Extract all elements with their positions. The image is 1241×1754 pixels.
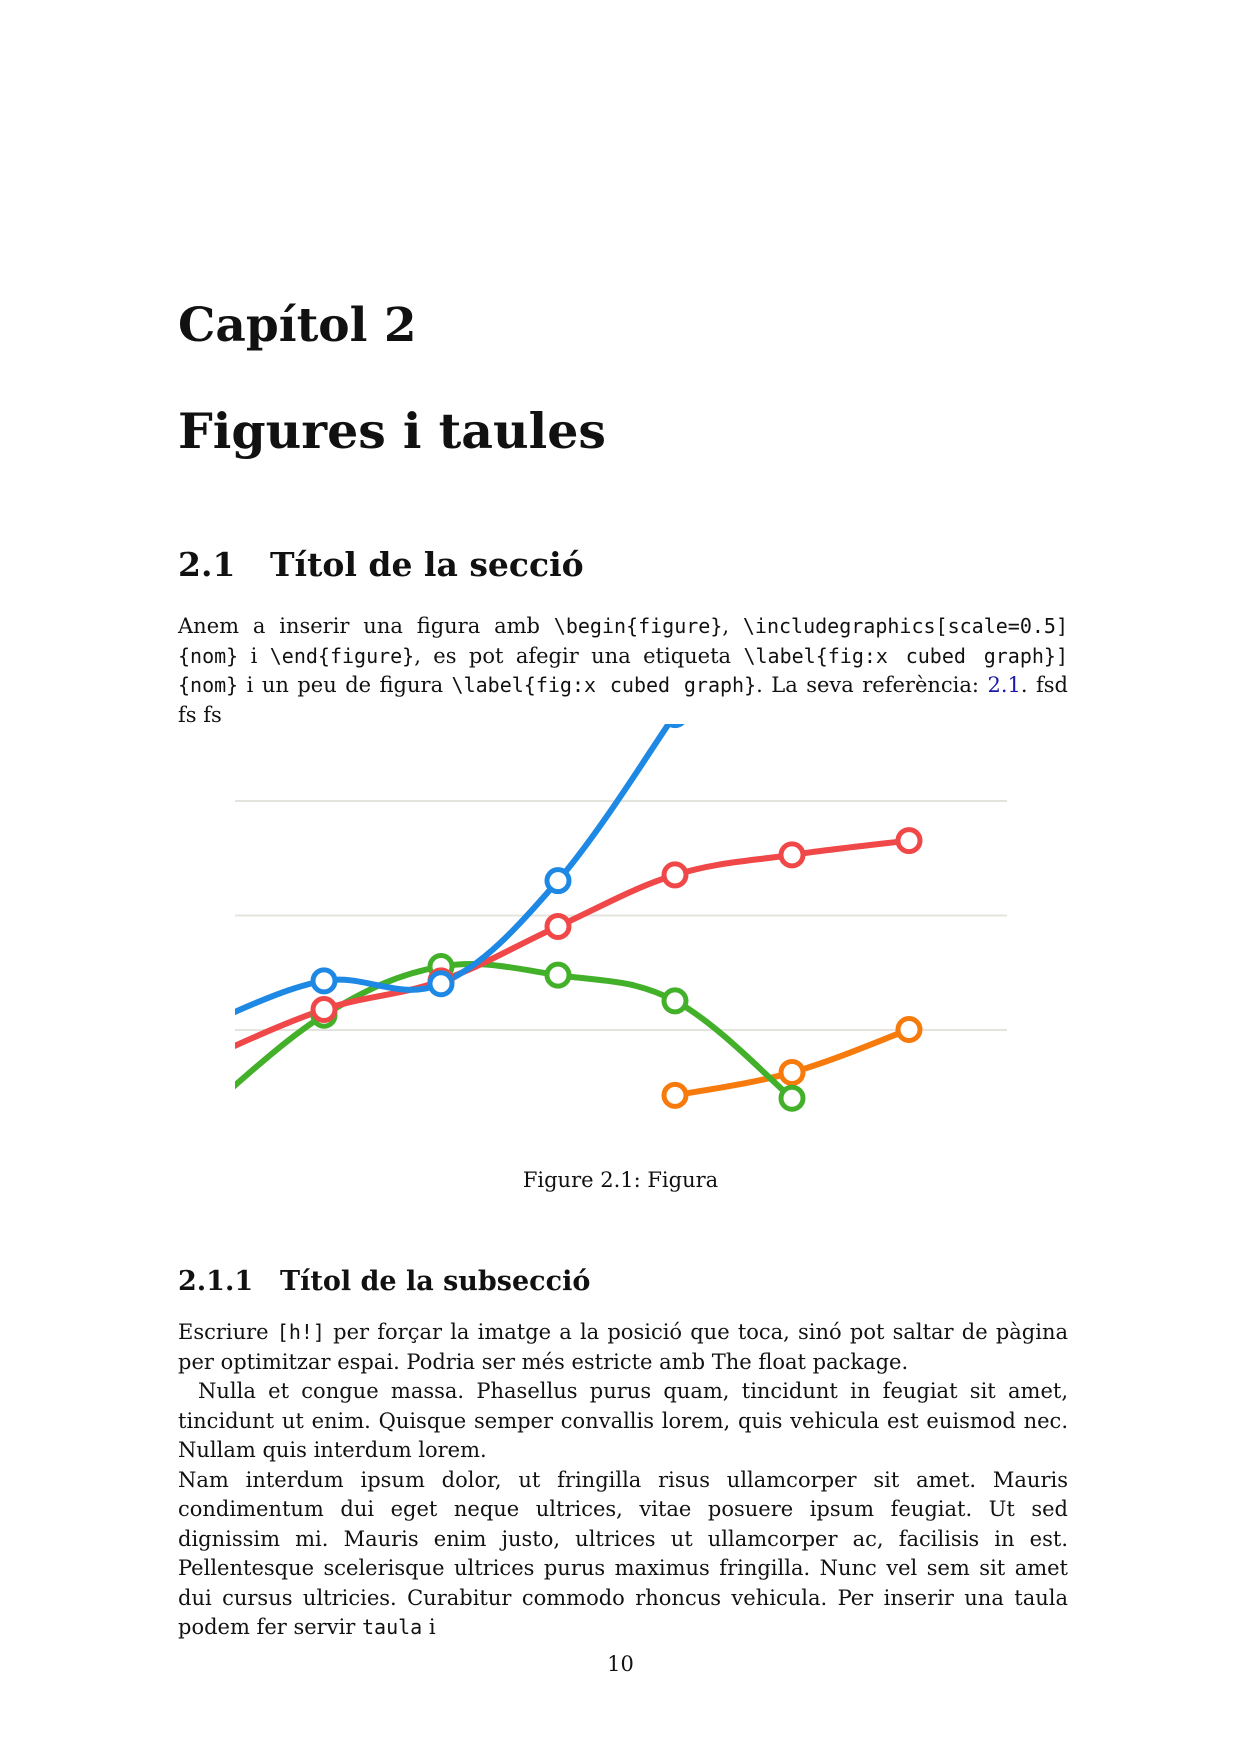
chapter-label: Capítol 2: [178, 298, 417, 353]
code: \begin{figure}: [553, 614, 723, 638]
section-heading: 2.1 Títol de la secció: [178, 545, 584, 585]
figure-caption: Figure 2.1: Figura: [522, 1168, 719, 1192]
code: taula: [362, 1615, 423, 1639]
text: i: [238, 643, 270, 668]
figure-chart: [235, 724, 1007, 1144]
code: \label{fig:x cubed graph}: [451, 673, 757, 697]
subsection-title: Títol de la subsecció: [280, 1266, 591, 1297]
code: \label{fig:x cubed graph}]{nom}: [178, 643, 1068, 698]
page-number: 10: [607, 1652, 634, 1676]
data-point: [310, 967, 338, 995]
text: per forçar la imatge a la posició que to…: [178, 1320, 1068, 1374]
code: \includegraphics[scale=0.5]{nom}: [178, 614, 1068, 668]
data-point: [895, 827, 923, 855]
data-point: [778, 1058, 806, 1086]
text: Escriure: [178, 1320, 277, 1344]
paragraph: Nulla et congue massa. Phasellus purus q…: [178, 1379, 1068, 1462]
chapter-title: Figures i taules: [178, 402, 606, 460]
data-point: [544, 961, 572, 989]
data-point: [661, 987, 689, 1015]
series-line: [235, 837, 912, 1050]
line-chart: [235, 724, 1007, 1112]
text: Anem a inserir una figura amb: [178, 614, 554, 638]
text: . fsd fs fs: [178, 673, 1069, 727]
text: Nam interdum ipsum dolor, ut fringilla r…: [178, 1467, 1068, 1640]
subsection-number: 2.1.1: [178, 1266, 254, 1297]
section-title: Títol de la secció: [270, 545, 584, 584]
code: [h!]: [276, 1320, 325, 1344]
data-point: [895, 1016, 923, 1043]
paragraph: Nam interdum ipsum dolor, ut fringilla r…: [178, 1466, 1068, 1643]
data-point: [778, 1084, 806, 1112]
data-point: [310, 995, 338, 1023]
data-point: [544, 912, 572, 940]
code: \end{figure}: [269, 643, 415, 668]
text: i: [422, 1615, 436, 1639]
data-point: [427, 970, 455, 998]
data-point: [778, 841, 806, 869]
text: , es pot afegir una etiqueta: [414, 643, 744, 668]
paragraph: Escriure [h!] per forçar la imatge a la …: [178, 1318, 1068, 1377]
data-point: [665, 724, 685, 729]
data-point: [661, 861, 689, 889]
text: i un peu de figura: [238, 673, 452, 697]
series-line: [235, 960, 795, 1102]
text: ,: [722, 614, 743, 638]
text: . La seva referència:: [756, 673, 988, 697]
section-number: 2.1: [178, 545, 236, 584]
subsection-heading: 2.1.1 Títol de la subsecció: [178, 1264, 590, 1300]
data-point: [661, 1081, 689, 1109]
subsection-body: Escriure [h!] per forçar la imatge a la …: [178, 1318, 1068, 1643]
data-point: [544, 867, 572, 895]
figure-reference-link[interactable]: 2.1: [987, 673, 1021, 697]
intro-paragraph: Anem a inserir una figura amb \begin{fig…: [178, 612, 1068, 730]
